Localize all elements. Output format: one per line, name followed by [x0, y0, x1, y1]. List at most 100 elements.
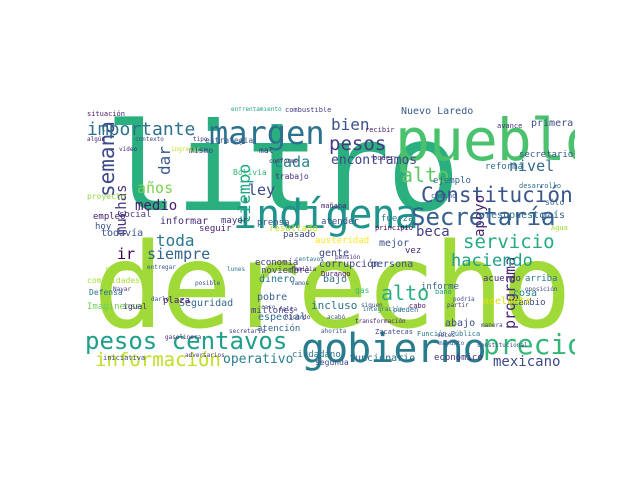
word: centavos [295, 256, 324, 263]
word: tipo [193, 136, 208, 143]
word: entregar [147, 264, 176, 271]
word: pobre [257, 292, 288, 303]
word: ejemplo [433, 176, 471, 186]
word: pasado [283, 230, 316, 240]
word: toda [156, 231, 195, 250]
word: litro [105, 107, 460, 239]
word: segunda [315, 358, 349, 367]
word: trabajo [275, 172, 309, 181]
word: indígena [233, 192, 419, 238]
word: podría [453, 296, 475, 303]
word: mayor [221, 216, 249, 226]
word: corrupción [319, 259, 380, 270]
word: siempre [147, 245, 211, 263]
word: importante [87, 119, 196, 140]
word: constitucional [477, 342, 528, 349]
word: comunidades [87, 276, 140, 285]
word: combustible [285, 107, 332, 114]
word: empleo [93, 212, 126, 222]
word: Zacatecas [375, 328, 413, 336]
word: pueblo [395, 107, 575, 174]
word: nivel [509, 157, 555, 175]
word: pensión [335, 254, 361, 261]
word: cada [274, 153, 311, 171]
word: Durango [321, 270, 351, 278]
word: caso [261, 304, 276, 311]
word: Secretaría [411, 203, 556, 231]
word: Nuevo Laredo [401, 107, 474, 117]
word: noviembre [261, 266, 310, 276]
word: secretario [519, 150, 574, 160]
word: atender [321, 217, 359, 227]
word: prensa [257, 218, 290, 228]
word: desarrollo [519, 182, 562, 190]
word: seguir [199, 224, 232, 234]
word: igual [123, 302, 148, 311]
word: poder [373, 154, 395, 162]
word: ahorita [321, 328, 347, 335]
word: mal [259, 146, 274, 155]
word: baño [435, 288, 452, 296]
word: estrategia [205, 136, 254, 145]
word: mejor [379, 238, 410, 249]
word: cambio [513, 298, 546, 308]
word: funcionario [349, 353, 416, 364]
word: Agua [551, 224, 568, 232]
word: medio [135, 198, 178, 214]
word: haciendo [451, 251, 533, 271]
word: lunes [227, 266, 246, 273]
word: veces [437, 332, 456, 339]
word: encontramos [331, 153, 418, 168]
word: resultado [269, 224, 318, 234]
word: derecho [93, 217, 572, 355]
word: económico [434, 353, 483, 363]
word: austeridad [315, 236, 370, 246]
word: manera [481, 322, 503, 329]
word: todavía [101, 228, 144, 239]
word: bien [331, 115, 370, 134]
word: informe [421, 282, 459, 292]
word: pesos [329, 133, 387, 155]
word: mismo [189, 146, 214, 155]
word: servicio [463, 231, 555, 253]
word: mexicano [493, 354, 561, 370]
word: avance [497, 122, 523, 130]
word: incluso [311, 299, 358, 312]
word: alto [381, 281, 430, 305]
word: cabo [409, 302, 426, 310]
word: años [137, 179, 174, 197]
word: gente [319, 248, 350, 259]
word: sólo [545, 198, 565, 207]
word: familia [291, 266, 317, 273]
word: vamos [291, 280, 310, 287]
word: video [119, 146, 138, 153]
word: gasolinera [165, 334, 202, 341]
word: precio [483, 328, 575, 361]
word: reforma [485, 162, 523, 172]
word: adversarios [185, 352, 225, 359]
word: proyecto [87, 192, 126, 201]
word: posible [195, 280, 221, 287]
word: contexto [135, 136, 164, 143]
word: gobierno [301, 326, 487, 372]
word: gas [355, 286, 370, 295]
word: acuerdo [483, 274, 521, 284]
word: darle [151, 296, 170, 303]
word: cosa [513, 288, 538, 299]
word: camino [431, 192, 457, 200]
word: iniciativa [103, 354, 146, 362]
word: falta [279, 306, 298, 313]
word: alto [401, 163, 450, 187]
word: Constitución [421, 183, 573, 207]
word: recibir [365, 126, 395, 134]
word: beca [416, 224, 450, 240]
word: presupuesto [479, 210, 546, 221]
word: situación [87, 110, 125, 118]
word: Nayar [113, 286, 132, 293]
word: economía [255, 258, 299, 268]
word: informar [160, 216, 209, 227]
word: fuerza [381, 214, 414, 224]
word: primera [531, 118, 574, 129]
word: hoy [95, 222, 112, 232]
word: información [95, 349, 221, 371]
